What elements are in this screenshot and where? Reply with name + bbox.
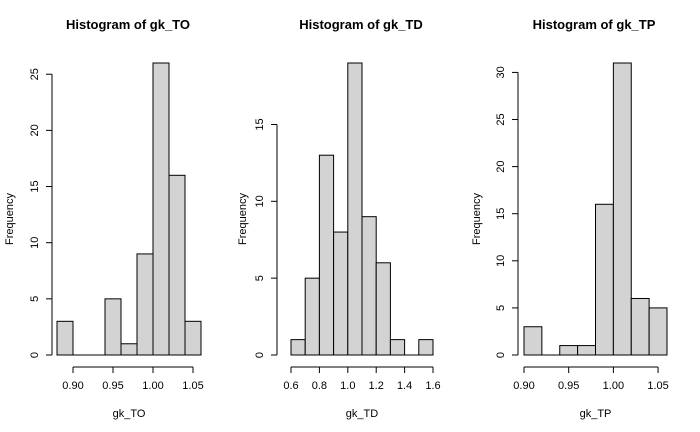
chart-title: Histogram of gk_TP [533,17,656,32]
x-tick-label: 1.0 [340,380,355,392]
y-tick-label: 10 [29,237,41,249]
histogram-bar [318,154,335,356]
histogram-bar [168,174,186,356]
histogram-bar [136,253,154,356]
histogram-bar [333,231,349,356]
x-tick-label: 0.95 [558,380,579,392]
histogram-bar [648,307,668,356]
y-tick-label: 30 [495,66,507,78]
y-tick-label: 10 [254,195,266,207]
x-tick-label: 0.6 [283,380,298,392]
y-tick-label: 0 [495,352,507,358]
y-tick-label: 5 [29,296,41,302]
chart-title: Histogram of gk_TO [66,17,190,32]
x-tick-label: 0.90 [513,380,534,392]
histogram-bar [361,216,377,356]
x-tick-label: 0.90 [62,380,83,392]
x-tick-label: 1.6 [425,380,440,392]
histogram-bar [152,62,170,356]
histogram-bar [559,345,579,356]
histogram-bar [630,297,650,356]
y-tick-label: 15 [29,180,41,192]
x-tick-label: 1.00 [142,380,163,392]
histogram-bar [120,343,138,356]
y-tick-label: 20 [29,124,41,136]
y-tick-label: 25 [495,113,507,125]
histogram-bar [290,339,306,356]
x-tick-label: 1.4 [397,380,412,392]
y-tick-label: 20 [495,160,507,172]
histogram-bar [612,62,632,356]
histogram-bar [56,320,74,356]
x-tick-label: 1.05 [182,380,203,392]
histogram-bar [389,339,406,356]
y-axis-label: Frequency [237,193,249,245]
histogram-bar [523,326,543,356]
y-axis-label: Frequency [4,193,16,245]
histogram-bar [347,62,363,356]
y-tick-label: 0 [254,352,266,358]
y-tick-label: 10 [495,255,507,267]
y-tick-label: 25 [29,68,41,80]
x-tick-label: 1.05 [647,380,668,392]
x-tick-label: 0.95 [102,380,123,392]
x-axis-label: gk_TP [580,408,612,420]
y-axis-label: Frequency [471,193,483,245]
y-tick-label: 5 [254,275,266,281]
x-tick-label: 0.8 [312,380,327,392]
histogram-bar [595,203,614,356]
y-tick-label: 15 [495,208,507,220]
histogram-bar [418,339,434,356]
histogram-bar [304,277,320,356]
y-tick-label: 0 [29,352,41,358]
x-axis-label: gk_TD [346,408,378,420]
x-tick-label: 1.2 [369,380,384,392]
histogram-bar [184,320,202,356]
histogram-bar [104,298,122,356]
histogram-bar [375,262,391,356]
x-tick-label: 1.00 [603,380,624,392]
histogram-bar [577,345,596,356]
x-axis-label: gk_TO [113,408,146,420]
y-tick-label: 15 [254,118,266,130]
chart-title: Histogram of gk_TD [299,17,423,32]
y-tick-label: 5 [495,305,507,311]
